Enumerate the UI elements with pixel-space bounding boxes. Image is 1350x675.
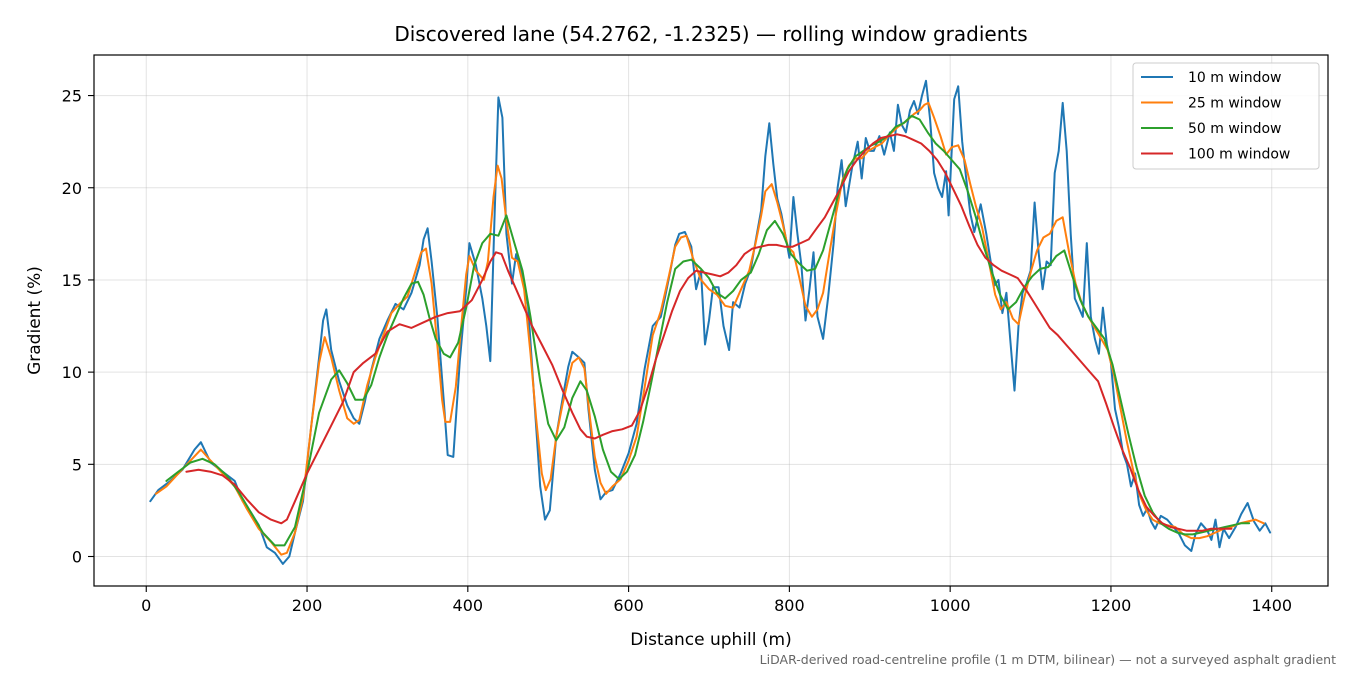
legend-entry: 10 m window [1188,70,1281,86]
legend-entry: 25 m window [1188,96,1281,112]
x-tick-label: 0 [141,596,151,615]
axis-ticks: 0 200 400 600 800 1000 1200 1400 0 5 10 15 20 25 [62,87,1292,615]
y-tick-label: 15 [62,271,82,290]
x-tick-label: 400 [453,596,484,615]
legend-box [1132,62,1320,170]
series-line [149,79,1272,565]
series-layer [149,79,1272,565]
x-tick-label: 800 [774,596,805,615]
x-tick-label: 200 [292,596,323,615]
y-tick-label: 20 [62,179,82,198]
x-tick-label: 1200 [1091,596,1132,615]
series-line [185,133,1233,532]
y-tick-label: 25 [62,87,82,106]
x-tick-label: 1000 [930,596,971,615]
x-axis-label: Distance uphill (m) [630,630,791,650]
y-axis-label: Gradient (%) [25,266,45,375]
legend-entry: 50 m window [1188,121,1281,137]
footnote: LiDAR-derived road-centreline profile (1… [760,652,1336,667]
chart-title: Discovered lane (54.2762, -1.2325) — rol… [394,22,1027,46]
plot-frame [93,54,1329,587]
series-line [165,114,1251,547]
x-tick-label: 1400 [1251,596,1292,615]
y-tick-label: 0 [72,548,82,567]
legend: 10 m window 25 m window 50 m window 100 m w… [1132,62,1320,170]
legend-entry: 100 m window [1188,147,1290,163]
y-tick-label: 10 [62,363,82,382]
x-tick-label: 600 [613,596,644,615]
y-tick-label: 5 [72,455,82,474]
